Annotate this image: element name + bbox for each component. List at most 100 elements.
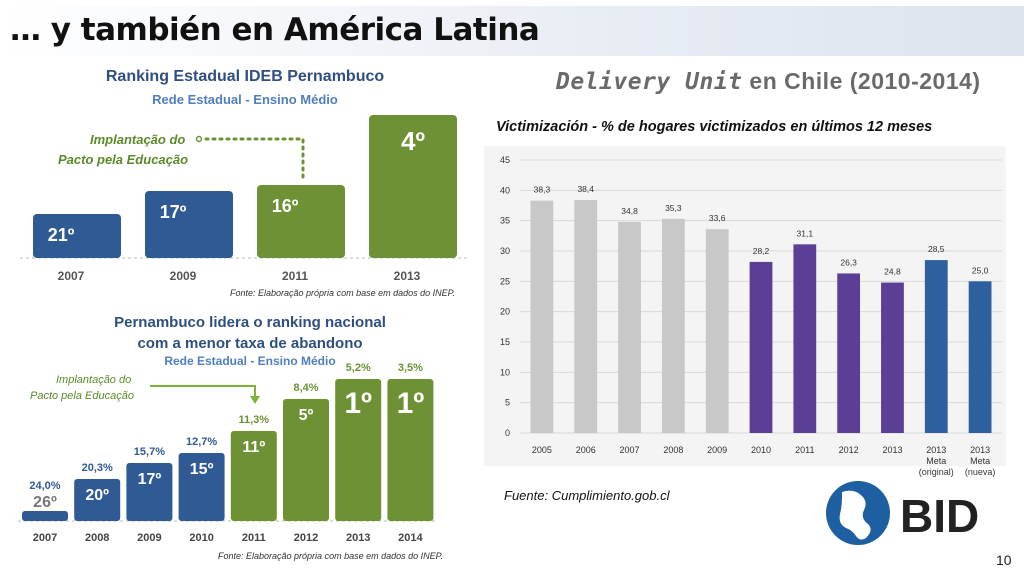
victimizacion-y-tick-label: 45 — [500, 155, 510, 165]
victimizacion-y-tick-label: 35 — [500, 216, 510, 226]
ideb-bar-label: 4º — [401, 126, 425, 156]
victimizacion-x-tick-line: Meta — [926, 456, 946, 466]
victimizacion-y-tick-label: 25 — [500, 276, 510, 286]
victimizacion-bar — [661, 218, 685, 433]
abandono-rank-label: 5º — [299, 407, 314, 424]
abandono-bar — [230, 431, 277, 521]
abandono-bar — [22, 511, 68, 521]
chile-heading-em: Delivery Unit — [556, 69, 743, 95]
victimizacion-data-label: 31,1 — [797, 228, 814, 238]
victimizacion-bar — [881, 282, 904, 433]
ideb-bar — [257, 185, 345, 258]
victimizacion-x-tick-line: (nueva) — [965, 467, 996, 477]
victimizacion-bar — [574, 200, 598, 433]
abandono-annotation-arrow — [150, 385, 256, 398]
victimizacion-x-tick-label: 2009 — [707, 445, 727, 455]
victimizacion-x-tick-label: 2013 Meta (original) — [919, 445, 954, 477]
ideb-x-tick-label: 2013 — [394, 269, 421, 283]
abandono-rank-label: 20º — [85, 487, 109, 504]
victimizacion-bar — [793, 244, 817, 433]
ideb-x-tick-label: 2011 — [282, 269, 308, 283]
abandono-x-tick-label: 2014 — [398, 532, 423, 544]
abandono-bar — [74, 479, 121, 521]
abandono-rate-label: 8,4% — [293, 382, 318, 394]
abandono-source: Fonte: Elaboração própria com base em da… — [218, 551, 443, 561]
abandono-rate-label: 5,2% — [346, 362, 371, 374]
abandono-rank-label: 1º — [344, 387, 372, 420]
victimizacion-x-tick-line: 2010 — [751, 445, 771, 455]
abandono-x-tick-label: 2011 — [242, 532, 266, 544]
slide-title: … y también en América Latina — [10, 12, 540, 48]
victimizacion-x-tick-line: 2013 — [926, 445, 946, 455]
abandono-annotation-line2: Pacto pela Educação — [30, 390, 134, 402]
title-bar — [0, 6, 1024, 56]
victimizacion-data-label: 28,5 — [928, 244, 945, 254]
ideb-annotation-line1: Implantação do — [90, 132, 186, 147]
abandono-x-tick-label: 2008 — [85, 532, 109, 544]
victimizacion-x-tick-label: 2008 — [663, 445, 683, 455]
victimizacion-data-label: 25,0 — [972, 265, 989, 275]
victimizacion-bar — [530, 200, 554, 433]
abandono-chart-title: Pernambuco lidera o ranking nacional com… — [60, 312, 440, 354]
chile-heading-rest: en Chile (2010-2014) — [742, 68, 981, 94]
bid-continent-shape — [839, 490, 871, 540]
abandono-bar — [335, 379, 382, 521]
abandono-bar — [178, 453, 225, 521]
abandono-rate-label: 24,0% — [29, 480, 60, 492]
abandono-bar — [126, 463, 173, 521]
victimizacion-x-tick-line: 2006 — [576, 445, 596, 455]
abandono-rate-label: 20,3% — [82, 462, 113, 474]
ideb-x-tick-label: 2009 — [170, 269, 197, 283]
victimizacion-y-tick-label: 40 — [500, 185, 510, 195]
abandono-rank-label: 26º — [33, 494, 57, 511]
victimizacion-x-tick-line: Meta — [970, 456, 990, 466]
abandono-rate-label: 12,7% — [186, 436, 217, 448]
bid-logo-text: BID — [900, 490, 979, 542]
victimizacion-x-tick-label: 2013 Meta (nueva) — [965, 445, 996, 477]
abandono-bar — [387, 379, 434, 521]
victimizacion-bar — [618, 221, 641, 433]
ideb-annotation-line2: Pacto pela Educação — [58, 152, 189, 167]
victimizacion-bar — [968, 281, 992, 433]
ideb-annotation-marker — [195, 135, 203, 143]
ideb-bar — [369, 115, 457, 258]
ideb-source: Fonte: Elaboração própria com base em da… — [230, 288, 455, 298]
victimizacion-x-tick-line: 2007 — [620, 445, 640, 455]
victimizacion-y-tick-label: 0 — [505, 428, 510, 438]
abandono-rate-label: 15,7% — [134, 446, 165, 458]
abandono-rank-label: 11º — [242, 439, 265, 456]
victimizacion-x-tick-line: 2013 — [970, 445, 990, 455]
victimizacion-y-tick-label: 20 — [500, 307, 510, 317]
victimizacion-x-tick-label: 2010 — [751, 445, 771, 455]
ideb-bar-label: 21º — [48, 225, 75, 245]
victimizacion-x-tick-line: (original) — [919, 467, 954, 477]
victimizacion-plot-area — [484, 146, 1006, 466]
victimizacion-bar — [705, 229, 729, 433]
victimizacion-data-label: 33,6 — [709, 213, 726, 223]
victimizacion-y-tick-label: 15 — [500, 337, 510, 347]
abandono-rate-label: 11,3% — [239, 414, 270, 426]
victimizacion-bar — [924, 260, 948, 433]
abandono-x-tick-label: 2010 — [189, 532, 213, 544]
victimizacion-x-tick-line: 2011 — [795, 445, 814, 455]
ideb-bar — [145, 191, 233, 258]
ideb-chart: 21º 2007 17º 2009 16º 2011 4º 2013 — [20, 115, 470, 283]
abandono-bar — [283, 399, 329, 521]
victimizacion-x-tick-label: 2005 — [532, 445, 552, 455]
abandono-x-tick-label: 2012 — [294, 532, 318, 544]
abandono-x-tick-label: 2007 — [33, 532, 57, 544]
abandono-rate-label: 3,5% — [398, 362, 423, 374]
victimizacion-x-tick-line: 2005 — [532, 445, 552, 455]
victimizacion-data-label: 38,4 — [577, 184, 594, 194]
ideb-bar-label: 17º — [160, 202, 187, 222]
abandono-arrow-head — [250, 396, 260, 404]
victimizacion-data-label: 26,3 — [840, 257, 857, 267]
page-number: 10 — [996, 552, 1012, 568]
ideb-chart-subtitle: Rede Estadual - Ensino Médio — [152, 92, 338, 107]
victimizacion-data-label: 35,3 — [665, 203, 682, 213]
victimizacion-chart-title: Victimización - % de hogares victimizado… — [496, 119, 933, 135]
victimizacion-data-label: 24,8 — [884, 267, 901, 277]
victimizacion-bar — [749, 261, 773, 433]
victimizacion-y-tick-label: 30 — [500, 246, 510, 256]
abandono-rank-label: 1º — [397, 387, 425, 420]
